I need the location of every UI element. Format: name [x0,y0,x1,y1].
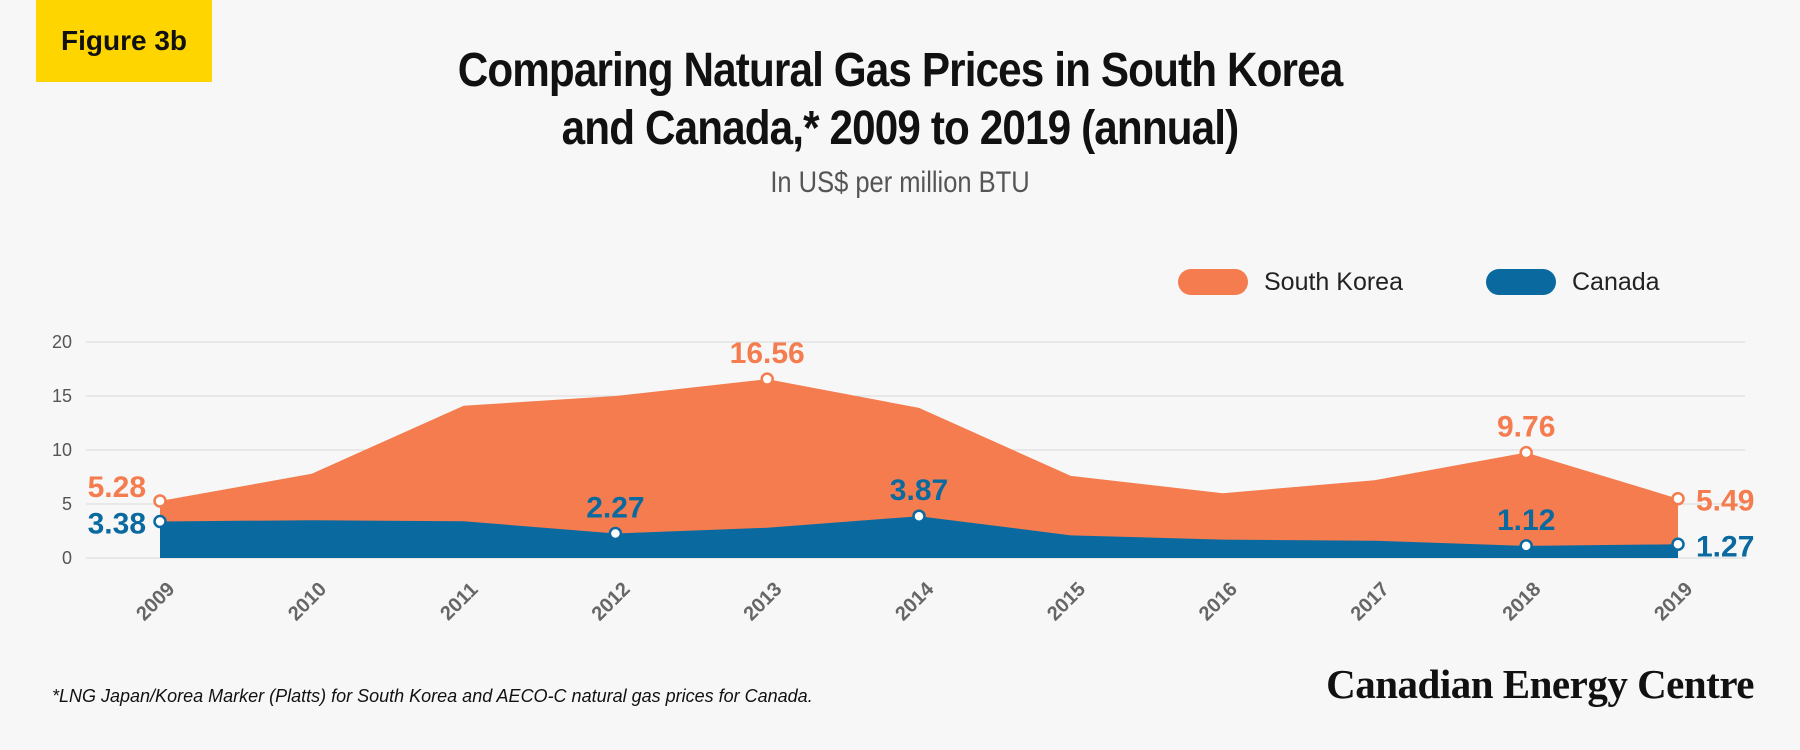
data-label-canada-2014: 3.87 [890,474,948,507]
x-tick-label-2011: 2011 [436,579,482,625]
x-tick-label-2012: 2012 [588,578,635,625]
marker-south-korea-2018 [1519,445,1533,460]
marker-canada-2014 [912,509,926,523]
figure-badge: Figure 3b [36,0,212,82]
legend-label-canada: Canada [1572,267,1660,296]
data-label-canada-2012: 2.27 [586,491,644,524]
data-label-south-korea-2013: 16.56 [730,337,805,370]
x-tick-label-2018: 2018 [1498,578,1545,625]
marker-canada-2018 [1519,539,1533,553]
chart-title-line-1: Comparing Natural Gas Prices in South Ko… [457,44,1343,97]
legend-item-south-korea: South Korea [1178,264,1403,300]
brand-logo: Canadian Energy Centre [1326,661,1754,707]
legend-label-south-korea: South Korea [1264,267,1403,296]
marker-canada-2009 [153,514,167,529]
x-tick-label-2014: 2014 [891,578,939,626]
data-label-south-korea-2019: 5.49 [1696,485,1754,518]
chart-title-line-2: and Canada,* 2009 to 2019 (annual) [561,102,1240,155]
marker-south-korea-2009 [153,494,167,508]
data-label-canada-2009: 3.38 [88,507,146,540]
chart-subtitle: In US$ per million BTU [770,166,1030,199]
chart-title: Comparing Natural Gas Prices in South Ko… [108,42,1692,158]
y-tick-label-15: 15 [52,386,72,406]
data-label-south-korea-2009: 5.28 [88,471,146,504]
x-tick-label-2009: 2009 [132,578,179,625]
x-tick-label-2013: 2013 [739,578,786,625]
y-tick-label-0: 0 [62,548,72,568]
data-label-canada-2019: 1.27 [1696,530,1754,563]
x-tick-label-2017: 2017 [1347,578,1394,625]
footnote: *LNG Japan/Korea Marker (Platts) for Sou… [52,686,813,706]
y-tick-label-20: 20 [52,332,72,352]
marker-south-korea-2013 [760,372,774,386]
legend-swatch-canada [1486,269,1556,295]
marker-south-korea-2019 [1671,491,1685,506]
x-tick-label-2016: 2016 [1195,578,1242,625]
area-south-korea [160,379,1678,558]
x-tick-label-2019: 2019 [1650,578,1697,625]
data-label-south-korea-2018: 9.76 [1497,411,1555,444]
x-tick-label-2010: 2010 [284,578,331,625]
data-label-canada-2018: 1.12 [1497,504,1555,537]
x-tick-label-2015: 2015 [1043,578,1090,625]
marker-canada-2012 [608,526,623,541]
legend-item-canada: Canada [1486,264,1660,300]
legend-swatch-south-korea [1178,269,1248,295]
y-tick-label-5: 5 [62,494,72,514]
y-tick-label-10: 10 [52,440,72,460]
area-canada [160,516,1678,558]
marker-canada-2019 [1671,537,1685,552]
